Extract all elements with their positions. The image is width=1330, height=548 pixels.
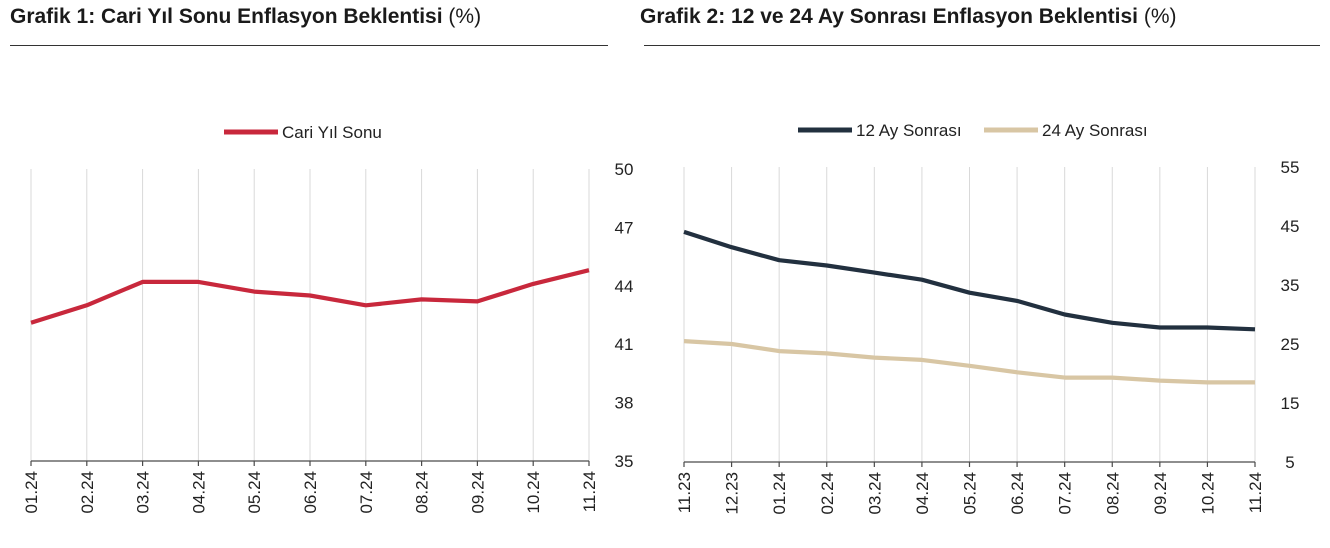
chart-2-title-main: Grafik 2: 12 ve 24 Ay Sonrası Enflasyon … <box>640 5 1138 28</box>
chart-2-y-tick-label: 45 <box>1281 217 1300 236</box>
chart-1-y-tick-label: 44 <box>615 277 634 296</box>
chart-1-x-tick-label: 09.24 <box>468 471 487 514</box>
chart-2-y-tick-label: 35 <box>1281 276 1300 295</box>
chart-2-y-tick-label: 25 <box>1281 335 1300 354</box>
chart-1-x-tick-label: 06.24 <box>301 471 320 514</box>
chart-1-title-unit: (%) <box>448 5 482 28</box>
chart-2-legend-label-2: 24 Ay Sonrası <box>1042 121 1148 140</box>
chart-1-x-tick-label: 01.24 <box>22 471 41 514</box>
chart-2-x-tick-label: 07.24 <box>1056 472 1075 515</box>
chart-2-series-line-1 <box>683 229 1256 332</box>
chart-1-y-tick-label: 38 <box>615 394 634 413</box>
chart-1-x-tick-label: 07.24 <box>357 471 376 514</box>
chart-2-x-tick-label: 08.24 <box>1103 472 1122 515</box>
chart-1-x-tick-label: 11.24 <box>580 471 599 512</box>
chart-1-y-tick-label: 35 <box>615 452 634 471</box>
chart-2-x-tick-label: 11.24 <box>1246 472 1265 513</box>
chart-2-plot: 11.23 12.23 01.24 02.24 03.24 04.24 05.24 06.24… <box>675 121 1300 515</box>
chart-2-x-tick-label: 11.23 <box>675 472 694 513</box>
chart-2-x-tick-label: 05.24 <box>961 472 980 515</box>
chart-1-title: Grafik 1: Cari Yıl Sonu Enflasyon Beklen… <box>10 5 481 29</box>
chart-1-title-main: Grafik 1: Cari Yıl Sonu Enflasyon Beklen… <box>10 5 443 28</box>
chart-1-plot: 01.24 02.24 03.24 04.24 05.24 06.24 07.24 08.24… <box>22 123 633 514</box>
chart-2-legend-label-1: 12 Ay Sonrası <box>856 121 962 140</box>
chart-1-y-tick-label: 47 <box>615 218 634 237</box>
chart-2-y-tick-label: 15 <box>1281 394 1300 413</box>
chart-1-legend-label-1: Cari Yıl Sonu <box>282 123 382 142</box>
chart-1-series-line-1 <box>30 268 590 325</box>
chart-2-x-tick-label: 06.24 <box>1008 472 1027 515</box>
chart-1-y-tick-label: 50 <box>615 160 634 179</box>
chart-2-x-tick-label: 09.24 <box>1151 472 1170 515</box>
chart-2-title: Grafik 2: 12 ve 24 Ay Sonrası Enflasyon … <box>640 5 1177 29</box>
chart-2-x-tick-label: 04.24 <box>913 472 932 515</box>
chart-1-x-tick-label: 03.24 <box>134 471 153 514</box>
chart-2-x-tick-label: 03.24 <box>865 472 884 515</box>
chart-2-title-unit: (%) <box>1143 5 1177 28</box>
chart-2-series-line-2 <box>683 339 1255 385</box>
chart-2-y-tick-label: 5 <box>1285 453 1294 472</box>
chart-1-x-tick-label: 02.24 <box>78 471 97 514</box>
chart-2-y-tick-label: 55 <box>1281 158 1300 177</box>
chart-2-x-tick-label: 01.24 <box>770 472 789 515</box>
chart-2-panel: Grafik 2: 12 ve 24 Ay Sonrası Enflasyon … <box>638 0 1330 548</box>
chart-2-title-rule <box>644 45 1320 46</box>
chart-1-y-tick-label: 41 <box>615 335 634 354</box>
chart-1-title-rule <box>10 45 608 46</box>
chart-1-x-tick-label: 05.24 <box>245 471 264 514</box>
chart-2-x-tick-label: 10.24 <box>1198 472 1217 515</box>
chart-1-x-tick-label: 10.24 <box>524 471 543 514</box>
chart-2-x-tick-label: 12.23 <box>723 472 742 515</box>
chart-1-panel: Grafik 1: Cari Yıl Sonu Enflasyon Beklen… <box>0 0 633 548</box>
chart-2-x-tick-label: 02.24 <box>818 472 837 515</box>
chart-1-x-tick-label: 08.24 <box>413 471 432 514</box>
chart-1-x-tick-label: 04.24 <box>189 471 208 514</box>
